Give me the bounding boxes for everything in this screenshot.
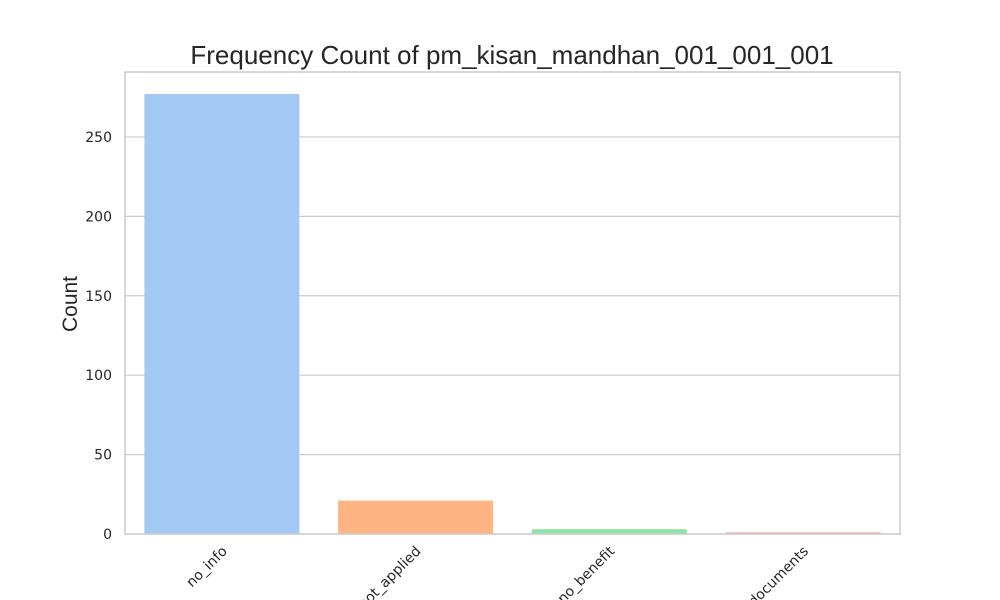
- y-tick-label-1: 50: [94, 448, 112, 464]
- x-tick-label-no-info: no_info: [184, 544, 231, 591]
- y-tick-label-4: 200: [85, 209, 112, 225]
- y-axis-label: Count: [59, 276, 82, 332]
- y-tick-label-3: 150: [85, 289, 112, 305]
- x-tick-label-not-applied: not_applied: [355, 544, 424, 600]
- bar-no-documents: [725, 532, 881, 534]
- y-tick-labels: 0 50 100 150 200 250: [85, 130, 112, 543]
- y-tick-label-5: 250: [85, 130, 112, 146]
- bars: [144, 94, 881, 535]
- chart-title: Frequency Count of pm_kisan_mandhan_001_…: [190, 40, 833, 70]
- x-tick-label-no-benefit: no_benefit: [555, 543, 619, 600]
- bar-no-info: [144, 94, 300, 535]
- bar-not-applied: [338, 500, 494, 534]
- y-tick-label-0: 0: [103, 527, 112, 543]
- x-tick-label-no-documents: no_documents: [728, 544, 812, 600]
- x-tick-labels: no_info not_applied no_benefit no_documents: [184, 543, 812, 600]
- y-tick-label-2: 100: [85, 368, 112, 384]
- bar-no-benefit: [531, 529, 687, 534]
- plot-frame: [124, 71, 901, 535]
